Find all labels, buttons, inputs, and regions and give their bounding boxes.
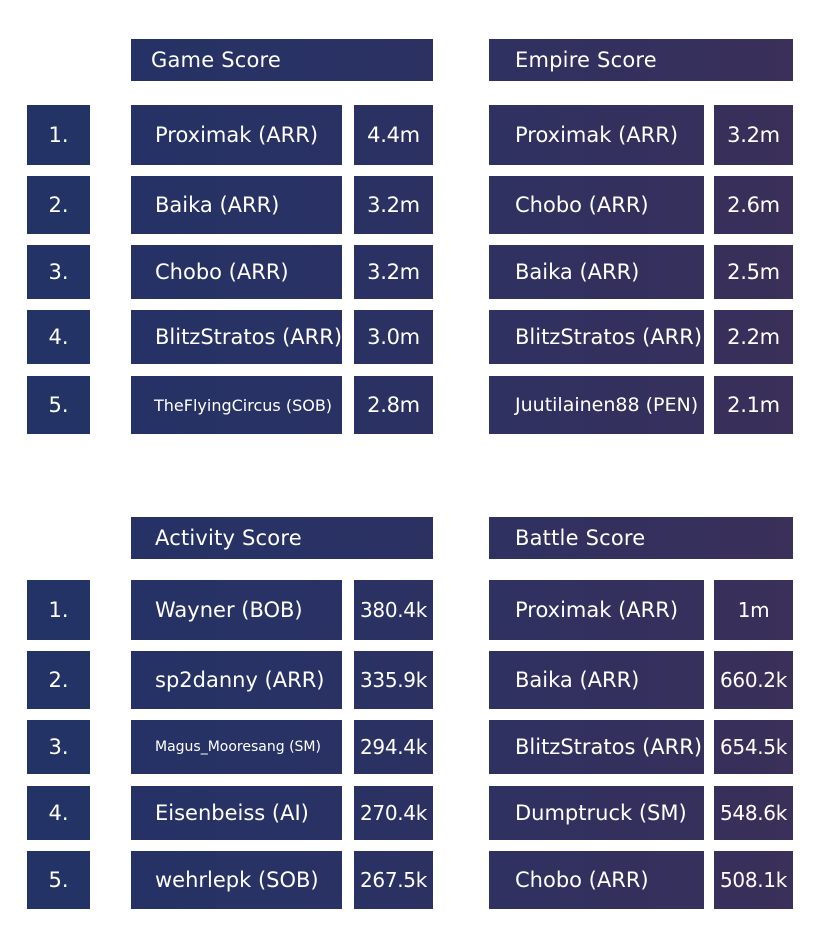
battle-score-player-name: Baika (ARR) (489, 651, 704, 709)
empire-score-value: 3.2m (714, 105, 793, 165)
game-score-player-name: BlitzStratos (ARR) (131, 310, 342, 364)
rank-label: 1. (27, 105, 90, 165)
activity-score-value: 335.9k (354, 651, 433, 709)
activity-score-value: 294.4k (354, 720, 433, 774)
rank-label: 2. (27, 651, 90, 709)
empire-score-player-name: Chobo (ARR) (489, 176, 704, 234)
activity-score-player-name: sp2danny (ARR) (131, 651, 342, 709)
activity-score-player-name: Wayner (BOB) (131, 580, 342, 640)
rank-label: 3. (27, 720, 90, 774)
battle-score-value: 1m (714, 580, 793, 640)
battle-score-value: 660.2k (714, 651, 793, 709)
rank-label: 4. (27, 310, 90, 364)
empire-score-player-name: Baika (ARR) (489, 245, 704, 299)
battle-score-player-name: Chobo (ARR) (489, 851, 704, 909)
game-score-value: 3.0m (354, 310, 433, 364)
activity-score-header: Activity Score (131, 517, 433, 559)
rank-label: 4. (27, 786, 90, 840)
game-score-value: 3.2m (354, 245, 433, 299)
empire-score-player-name: BlitzStratos (ARR) (489, 310, 704, 364)
empire-score-player-name: Juutilainen88 (PEN) (489, 376, 704, 434)
game-score-player-name: Chobo (ARR) (131, 245, 342, 299)
activity-score-value: 270.4k (354, 786, 433, 840)
game-score-value: 3.2m (354, 176, 433, 234)
activity-score-player-name: Eisenbeiss (AI) (131, 786, 342, 840)
activity-score-value: 267.5k (354, 851, 433, 909)
rank-label: 3. (27, 245, 90, 299)
battle-score-header: Battle Score (489, 517, 793, 559)
empire-score-value: 2.2m (714, 310, 793, 364)
activity-score-value: 380.4k (354, 580, 433, 640)
empire-score-value: 2.6m (714, 176, 793, 234)
rank-label: 2. (27, 176, 90, 234)
battle-score-player-name: Dumptruck (SM) (489, 786, 704, 840)
battle-score-player-name: Proximak (ARR) (489, 580, 704, 640)
game-score-player-name: Proximak (ARR) (131, 105, 342, 165)
empire-score-player-name: Proximak (ARR) (489, 105, 704, 165)
rank-label: 1. (27, 580, 90, 640)
battle-score-value: 508.1k (714, 851, 793, 909)
battle-score-value: 548.6k (714, 786, 793, 840)
activity-score-player-name: wehrlepk (SOB) (131, 851, 342, 909)
empire-score-value: 2.1m (714, 376, 793, 434)
game-score-player-name: TheFlyingCircus (SOB) (131, 376, 342, 434)
activity-score-player-name: Magus_Mooresang (SM) (131, 720, 342, 774)
game-score-value: 4.4m (354, 105, 433, 165)
rank-label: 5. (27, 851, 90, 909)
rank-label: 5. (27, 376, 90, 434)
battle-score-value: 654.5k (714, 720, 793, 774)
empire-score-value: 2.5m (714, 245, 793, 299)
battle-score-player-name: BlitzStratos (ARR) (489, 720, 704, 774)
game-score-player-name: Baika (ARR) (131, 176, 342, 234)
empire-score-header: Empire Score (489, 39, 793, 81)
game-score-value: 2.8m (354, 376, 433, 434)
game-score-header: Game Score (131, 39, 433, 81)
